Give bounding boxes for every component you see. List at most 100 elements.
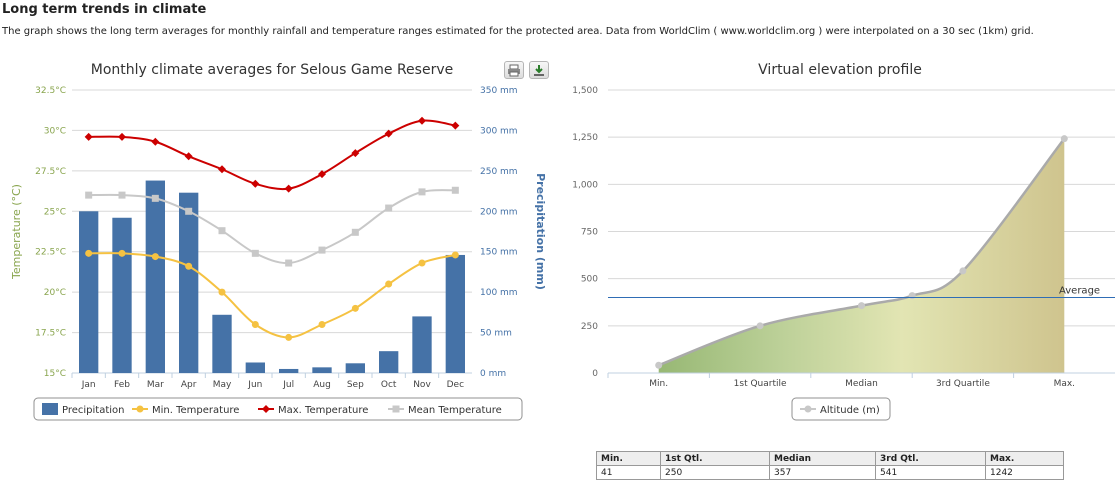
month-tick-label: Feb bbox=[114, 380, 130, 390]
climate-chart-title: Monthly climate averages for Selous Game… bbox=[91, 62, 453, 78]
altitude-point bbox=[908, 292, 916, 300]
legend-label: Mean Temperature bbox=[408, 405, 502, 416]
mean-temperature-point bbox=[451, 186, 459, 194]
stats-value: 250 bbox=[660, 465, 770, 480]
altitude-point bbox=[756, 322, 764, 330]
month-tick-label: Dec bbox=[447, 380, 464, 390]
min-temperature-point bbox=[385, 280, 393, 288]
precipitation-tick-label: 0 mm bbox=[480, 369, 506, 379]
legend-symbol bbox=[262, 405, 270, 413]
precipitation-bar bbox=[245, 362, 265, 373]
legend-label: Altitude (m) bbox=[820, 405, 880, 416]
legend-label: Min. Temperature bbox=[152, 405, 239, 416]
legend-symbol bbox=[804, 405, 812, 413]
mean-temperature-point bbox=[351, 228, 359, 236]
quartile-tick-label: Median bbox=[845, 379, 878, 389]
page-heading: Long term trends in climate bbox=[2, 2, 207, 17]
month-tick-label: Nov bbox=[413, 380, 431, 390]
altitude-tick-label: 500 bbox=[581, 275, 598, 285]
min-temperature-point bbox=[118, 249, 126, 257]
altitude-point bbox=[655, 361, 663, 369]
stats-value: 541 bbox=[875, 465, 986, 480]
elevation-stats-table: Min. 1st Qtl. Median 3rd Qtl. Max. 41 25… bbox=[596, 451, 1064, 480]
precipitation-bar bbox=[279, 368, 299, 373]
intro-text: The graph shows the long term averages f… bbox=[2, 26, 1034, 37]
max-temperature-point bbox=[451, 121, 460, 130]
climate-legend: Precipitation Min. Temperature Max. Temper… bbox=[33, 397, 523, 421]
stats-value: 357 bbox=[769, 465, 876, 480]
print-button[interactable] bbox=[504, 61, 524, 79]
elevation-legend-box bbox=[791, 397, 891, 421]
quartile-tick-label: 1st Quartile bbox=[734, 379, 787, 389]
max-temperature-point bbox=[84, 132, 93, 141]
max-temperature-point bbox=[418, 116, 426, 125]
temperature-tick-label: 17.5°C bbox=[35, 329, 66, 339]
elevation-chart-title: Virtual elevation profile bbox=[758, 62, 922, 78]
temperature-tick-label: 15°C bbox=[44, 369, 66, 379]
precipitation-bar bbox=[412, 316, 432, 373]
month-tick-label: Aug bbox=[313, 380, 331, 390]
legend-label: Precipitation bbox=[62, 405, 125, 416]
precipitation-bar bbox=[312, 367, 332, 373]
stats-header-row: Min. 1st Qtl. Median 3rd Qtl. Max. bbox=[596, 451, 1064, 466]
legend-symbol bbox=[42, 403, 58, 415]
legend-symbol bbox=[392, 405, 400, 413]
temperature-tick-label: 25°C bbox=[44, 207, 66, 217]
stats-value: 1242 bbox=[985, 465, 1064, 480]
mean-temperature-point bbox=[318, 246, 326, 254]
stats-header: Median bbox=[769, 451, 876, 466]
min-temperature-point bbox=[285, 333, 293, 341]
precipitation-tick-label: 100 mm bbox=[480, 288, 518, 298]
mean-temperature-point bbox=[418, 188, 426, 196]
precipitation-tick-label: 150 mm bbox=[480, 248, 518, 258]
altitude-tick-label: 0 bbox=[592, 369, 598, 379]
max-temperature-point bbox=[384, 129, 393, 138]
average-label: Average bbox=[1059, 286, 1100, 297]
max-temperature-point bbox=[118, 132, 126, 141]
precipitation-bar bbox=[112, 217, 132, 373]
download-button[interactable] bbox=[529, 61, 549, 79]
climate-chart: Monthly climate averages for Selous Game… bbox=[10, 62, 547, 421]
min-temperature-point bbox=[318, 320, 326, 328]
temperature-tick-label: 27.5°C bbox=[35, 167, 66, 177]
stats-header: 3rd Qtl. bbox=[875, 451, 986, 466]
max-temperature-point bbox=[151, 137, 160, 146]
elevation-chart: Virtual elevation profile 0 250 500 750 1,000… bbox=[572, 62, 1115, 421]
stats-header: Max. bbox=[985, 451, 1064, 466]
mean-temperature-point bbox=[185, 207, 193, 215]
temperature-tick-label: 32.5°C bbox=[35, 86, 66, 96]
print-icon bbox=[508, 64, 520, 77]
altitude-point bbox=[1060, 135, 1068, 143]
altitude-tick-label: 1,500 bbox=[572, 86, 598, 96]
stats-header: 1st Qtl. bbox=[660, 451, 770, 466]
mean-temperature-point bbox=[118, 191, 126, 199]
max-temperature-point bbox=[184, 152, 193, 161]
temperature-axis-label: Temperature (°C) bbox=[10, 184, 23, 280]
min-temperature-point bbox=[218, 288, 226, 296]
precipitation-bar bbox=[445, 254, 465, 373]
legend-label: Max. Temperature bbox=[278, 405, 368, 416]
max-temperature-point bbox=[218, 165, 226, 174]
min-temperature-point bbox=[185, 262, 193, 270]
min-temperature-point bbox=[251, 320, 259, 328]
mean-temperature-point bbox=[85, 191, 93, 199]
precipitation-bar bbox=[379, 351, 399, 373]
stats-header: Min. bbox=[596, 451, 661, 466]
month-tick-label: Jul bbox=[282, 380, 294, 390]
month-tick-label: Jan bbox=[81, 380, 96, 390]
min-temperature-line bbox=[88, 252, 456, 339]
max-temperature-point bbox=[251, 179, 260, 188]
mean-temperature-point bbox=[151, 194, 159, 202]
precipitation-bar bbox=[145, 180, 165, 373]
mean-temperature-point bbox=[251, 249, 259, 257]
stats-value-row: 41 250 357 541 1242 bbox=[596, 465, 1064, 480]
max-temperature-point bbox=[351, 149, 360, 158]
stats-value: 41 bbox=[596, 465, 661, 480]
month-tick-label: Oct bbox=[381, 380, 397, 390]
mean-temperature-point bbox=[285, 259, 293, 267]
quartile-tick-label: 3rd Quartile bbox=[936, 379, 990, 389]
altitude-tick-label: 750 bbox=[581, 228, 598, 238]
max-temperature-point bbox=[284, 184, 293, 193]
quartile-tick-label: Max. bbox=[1054, 379, 1075, 389]
altitude-tick-label: 1,000 bbox=[572, 180, 598, 190]
